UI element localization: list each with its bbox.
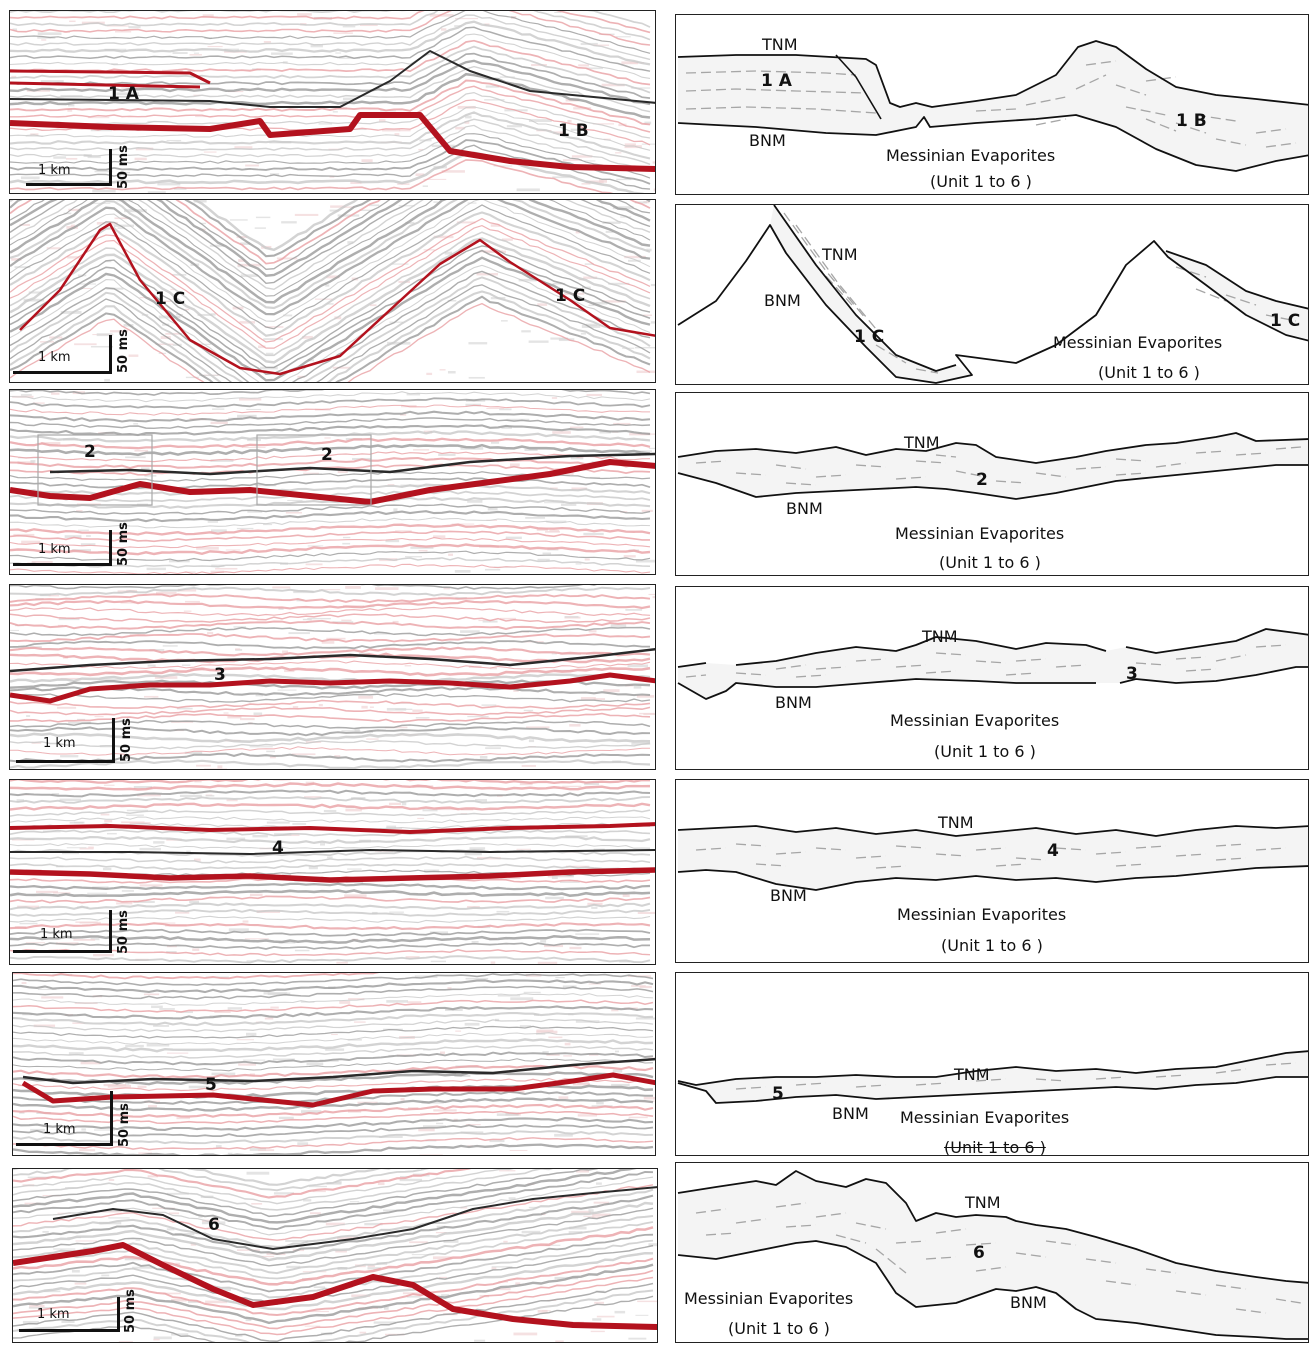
tnm-label: TNM xyxy=(965,1193,1001,1212)
interpretation-panel-5: 5 TNM BNM Messinian Evaporites (Unit 1 t… xyxy=(675,972,1309,1156)
unit-label-6: 6 xyxy=(973,1243,985,1263)
seismic-panel-1c: 1 C 1 C 1 km 50 ms xyxy=(9,199,656,383)
seismic-image-5 xyxy=(13,973,655,1155)
unit-label-2-right: 2 xyxy=(321,445,333,465)
seismic-panel-5: 5 1 km 50 ms xyxy=(12,972,656,1156)
unit-label-1c-left: 1 C xyxy=(155,289,186,309)
tnm-label: TNM xyxy=(938,813,974,832)
seismic-image-1c xyxy=(10,200,655,382)
tnm-label: TNM xyxy=(922,627,958,646)
interpretation-drawing-4 xyxy=(677,825,1308,891)
scale-ms-label: 50 ms xyxy=(116,910,131,954)
tnm-label: TNM xyxy=(762,35,798,54)
unit-label-1c-right: 1 C xyxy=(555,286,586,306)
unit-range-label: (Unit 1 to 6 ) xyxy=(939,553,1041,572)
scale-ms-label: 50 ms xyxy=(123,1289,138,1333)
interpretation-panel-1c: TNM BNM 1 C 1 C Messinian Evaporites (Un… xyxy=(675,204,1309,385)
scale-km-label: 1 km xyxy=(43,736,76,751)
scale-km-label: 1 km xyxy=(37,1307,70,1322)
interpretation-drawing-3 xyxy=(677,628,1308,700)
messinian-evaporites-label: Messinian Evaporites xyxy=(1053,333,1223,352)
tnm-label: TNM xyxy=(954,1065,990,1084)
unit-range-label: (Unit 1 to 6 ) xyxy=(934,742,1036,761)
unit-label-1b: 1 B xyxy=(558,121,589,141)
unit-range-label: (Unit 1 to 6 ) xyxy=(944,1138,1046,1156)
unit-label-5: 5 xyxy=(772,1084,784,1104)
bnm-label: BNM xyxy=(775,693,812,712)
interpretation-panel-1: TNM 1 A BNM 1 B Messinian Evaporites (Un… xyxy=(675,14,1309,195)
bnm-label: BNM xyxy=(749,131,786,150)
interpretation-panel-3: TNM 3 BNM Messinian Evaporites (Unit 1 t… xyxy=(675,586,1309,770)
messinian-evaporites-label: Messinian Evaporites xyxy=(886,146,1056,165)
interpretation-drawing-1 xyxy=(677,40,1308,172)
messinian-evaporites-label: Messinian Evaporites xyxy=(684,1289,854,1308)
scale-ms-label: 50 ms xyxy=(119,718,134,762)
scale-ms-label: 50 ms xyxy=(116,329,131,373)
unit-range-label: (Unit 1 to 6 ) xyxy=(1098,363,1200,382)
tnm-label: TNM xyxy=(904,433,940,452)
unit-label-3: 3 xyxy=(1126,664,1138,684)
unit-label-5: 5 xyxy=(205,1075,217,1095)
interpretation-panel-2: TNM 2 BNM Messinian Evaporites (Unit 1 t… xyxy=(675,392,1309,576)
interpretation-drawing-2 xyxy=(677,432,1308,500)
seismic-image-6 xyxy=(13,1169,657,1342)
unit-label-1b: 1 B xyxy=(1176,111,1207,131)
interpretation-drawing-1c xyxy=(677,205,1308,384)
unit-range-label: (Unit 1 to 6 ) xyxy=(930,172,1032,191)
unit-label-1c-left: 1 C xyxy=(854,327,885,347)
unit-label-2-left: 2 xyxy=(84,442,96,462)
seismic-panel-6: 6 1 km 50 ms xyxy=(12,1168,658,1343)
bnm-label: BNM xyxy=(764,291,801,310)
scale-km-label: 1 km xyxy=(43,1122,76,1137)
scale-ms-label: 50 ms xyxy=(116,145,131,189)
scale-km-label: 1 km xyxy=(38,350,71,365)
messinian-evaporites-label: Messinian Evaporites xyxy=(897,905,1067,924)
bnm-label: BNM xyxy=(1010,1293,1047,1312)
tnm-label: TNM xyxy=(822,245,858,264)
seismic-image-3 xyxy=(10,585,655,769)
seismic-image-2 xyxy=(10,390,655,574)
scale-km-label: 1 km xyxy=(38,542,71,557)
unit-range-label: (Unit 1 to 6 ) xyxy=(941,936,1043,955)
unit-label-4: 4 xyxy=(272,838,284,858)
bnm-label: BNM xyxy=(770,886,807,905)
unit-label-2: 2 xyxy=(976,470,988,490)
interpretation-drawing-5 xyxy=(677,1050,1308,1104)
seismic-image-1 xyxy=(10,11,655,193)
unit-range-label: (Unit 1 to 6 ) xyxy=(728,1319,830,1338)
unit-label-6: 6 xyxy=(208,1215,220,1235)
messinian-evaporites-label: Messinian Evaporites xyxy=(895,524,1065,543)
seismic-panel-1: 1 A 1 B 1 km 50 ms xyxy=(9,10,656,194)
bnm-label: BNM xyxy=(786,499,823,518)
scale-km-label: 1 km xyxy=(40,927,73,942)
seismic-panel-4: 4 1 km 50 ms xyxy=(9,779,656,965)
interpretation-panel-4: TNM 4 BNM Messinian Evaporites (Unit 1 t… xyxy=(675,779,1309,963)
unit-label-1c-right: 1 C xyxy=(1270,311,1301,331)
scale-ms-label: 50 ms xyxy=(117,1103,132,1147)
unit-label-1a: 1 A xyxy=(108,84,139,104)
messinian-evaporites-label: Messinian Evaporites xyxy=(900,1108,1070,1127)
unit-label-1a: 1 A xyxy=(761,71,792,91)
unit-label-3: 3 xyxy=(214,665,226,685)
seismic-panel-2: 2 2 1 km 50 ms xyxy=(9,389,656,575)
interpretation-panel-6: TNM 6 BNM Messinian Evaporites (Unit 1 t… xyxy=(675,1162,1309,1343)
interpretation-drawing-6 xyxy=(677,1170,1308,1340)
seismic-panel-3: 3 1 km 50 ms xyxy=(9,584,656,770)
bnm-label: BNM xyxy=(832,1104,869,1123)
scale-km-label: 1 km xyxy=(38,163,71,178)
messinian-evaporites-label: Messinian Evaporites xyxy=(890,711,1060,730)
scale-ms-label: 50 ms xyxy=(116,522,131,566)
unit-label-4: 4 xyxy=(1047,841,1059,861)
seismic-image-4 xyxy=(10,780,655,964)
